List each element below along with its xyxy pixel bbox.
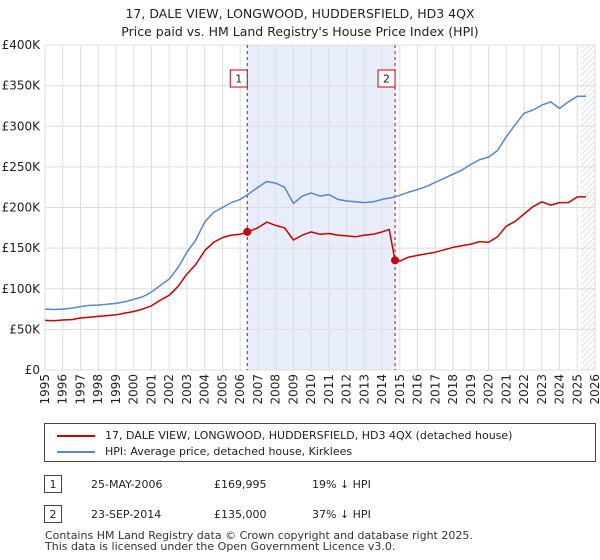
legend: 17, DALE VIEW, LONGWOOD, HUDDERSFIELD, H… [44, 423, 596, 462]
y-tick-label: £100K [2, 282, 42, 296]
x-tick-label: 2022 [517, 374, 531, 405]
legend-label-property: 17, DALE VIEW, LONGWOOD, HUDDERSFIELD, H… [105, 429, 513, 442]
transaction-hpi-diff: 37% ↓ HPI [312, 508, 371, 521]
footer-line-1: Contains HM Land Registry data © Crown c… [45, 529, 473, 542]
x-tick-label: 2000 [127, 374, 141, 405]
x-tick-label: 2016 [411, 374, 425, 405]
x-tick-label: 2001 [144, 374, 158, 405]
transaction-date: 25-MAY-2006 [91, 478, 163, 491]
x-tick-label: 2024 [553, 374, 567, 405]
x-tick-label: 2007 [251, 374, 265, 405]
hpi-line [44, 95, 587, 311]
x-tick-label: 2018 [446, 374, 460, 405]
footer-attribution: Contains HM Land Registry data © Crown c… [45, 530, 473, 552]
transaction-price: £135,000 [214, 508, 267, 521]
chart-title: 17, DALE VIEW, LONGWOOD, HUDDERSFIELD, H… [125, 6, 475, 21]
marker-label: 2 [383, 73, 390, 86]
x-tick-label: 2023 [535, 374, 549, 405]
transaction-date: 23-SEP-2014 [91, 508, 162, 521]
x-tick-label: 2012 [340, 374, 354, 405]
x-tick-label: 1997 [73, 374, 87, 405]
marker-label: 1 [235, 73, 242, 86]
x-tick-label: 2011 [322, 374, 336, 405]
legend-label-hpi: HPI: Average price, detached house, Kirk… [105, 445, 353, 458]
transaction-hpi-diff: 19% ↓ HPI [312, 478, 371, 491]
x-tick-label: 2019 [464, 374, 478, 405]
property-price-line [44, 196, 587, 322]
transaction-row: 2 23-SEP-2014 £135,000 37% ↓ HPI [0, 505, 600, 527]
y-tick-label: £400K [2, 38, 42, 52]
y-tick-label: £50K [9, 322, 41, 336]
line-chart: £0 £50K £100K £150K £200K £250K £300K £350K £400… [2, 38, 600, 405]
forecast-hatch [580, 45, 595, 370]
transaction-price: £169,995 [214, 478, 267, 491]
x-tick-label: 1999 [109, 374, 123, 405]
sale-point [243, 227, 252, 236]
grid-lines [44, 44, 596, 371]
x-axis-ticks: 1995 1996 1997 1998 1999 2000 2001 2002 2003 2004… [38, 374, 600, 405]
x-tick-label: 2013 [357, 374, 371, 405]
x-tick-label: 2017 [428, 374, 442, 405]
x-tick-label: 2014 [375, 374, 389, 405]
legend-swatch-property [57, 435, 95, 437]
y-axis-ticks: £0 £50K £100K £150K £200K £250K £300K £350K £400… [2, 38, 42, 377]
x-tick-label: 2004 [198, 374, 212, 405]
sale-point [391, 256, 400, 265]
footer-line-2: This data is licensed under the Open Gov… [45, 540, 396, 553]
x-tick-label: 2020 [482, 374, 496, 405]
y-tick-label: £350K [2, 79, 42, 93]
x-tick-label: 2002 [162, 374, 176, 405]
x-tick-label: 2008 [269, 374, 283, 405]
x-tick-label: 2010 [304, 374, 318, 405]
y-tick-label: £300K [2, 119, 42, 133]
x-tick-label: 2005 [215, 374, 229, 405]
y-tick-label: £150K [2, 241, 42, 255]
transaction-row: 1 25-MAY-2006 £169,995 19% ↓ HPI [0, 475, 600, 497]
legend-swatch-hpi [57, 451, 95, 453]
x-tick-label: 2025 [570, 374, 584, 405]
x-tick-label: 2006 [233, 374, 247, 405]
series-lines [44, 95, 587, 322]
x-tick-label: 2021 [499, 374, 513, 405]
x-tick-label: 2026 [588, 374, 600, 405]
x-tick-label: 1996 [56, 374, 70, 405]
y-tick-label: £250K [2, 160, 42, 174]
y-tick-label: £200K [2, 201, 42, 215]
chart-subtitle: Price paid vs. HM Land Registry's House … [121, 24, 479, 39]
transaction-badge: 1 [44, 475, 62, 493]
y-tick-label: £0 [25, 363, 40, 377]
marker-box [377, 69, 396, 88]
transaction-badge: 2 [44, 505, 62, 523]
x-tick-label: 2015 [393, 374, 407, 405]
marker-box [229, 69, 248, 88]
sale-points [243, 227, 400, 265]
x-tick-label: 2009 [286, 374, 300, 405]
x-tick-label: 1995 [38, 374, 52, 405]
marker-lines [246, 45, 396, 370]
x-tick-label: 2003 [180, 374, 194, 405]
x-tick-label: 1998 [91, 374, 105, 405]
